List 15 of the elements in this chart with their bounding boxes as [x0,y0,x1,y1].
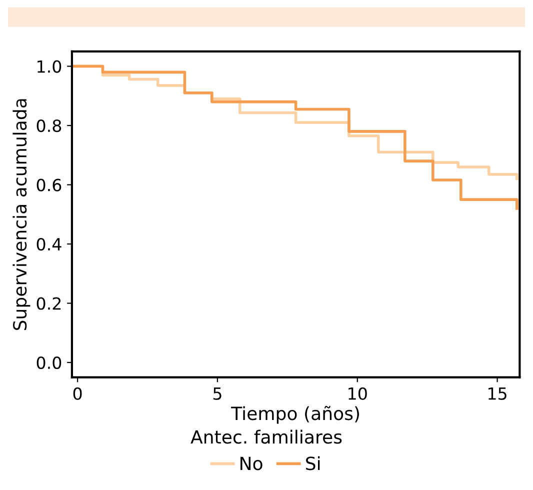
y-tick-label: 0.6 [36,178,62,192]
y-tick-label: 0.2 [36,297,61,310]
x-tick-label: 15 [488,388,506,400]
y-tick-label: 0.4 [36,238,62,251]
legend-label: No [240,456,262,470]
x-axis-title: Tiempo (años) [231,406,359,424]
legend-title: Antec. familiares [190,430,342,444]
y-axis-title: Supervivencia acumulada [12,99,30,330]
legend-label: Si [306,456,320,470]
y-tick-label: 0.8 [36,119,62,132]
y-tick-label: 0.0 [36,356,62,370]
x-tick-label: 0 [73,387,82,400]
x-tick-label: 10 [348,387,367,400]
y-tick-label: 1.0 [38,60,62,73]
x-tick-label: 5 [213,388,222,400]
